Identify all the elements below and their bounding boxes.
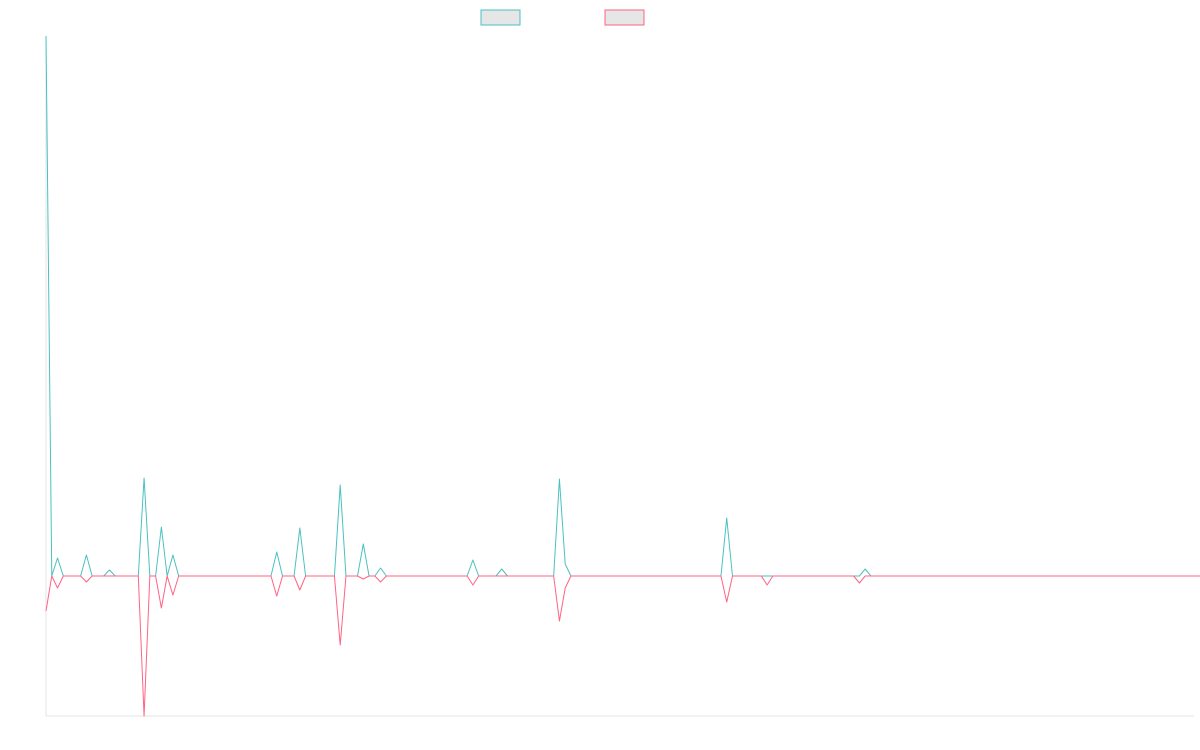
legend [480, 9, 645, 26]
series-layer [45, 35, 1200, 717]
series-line-1 [45, 35, 1200, 577]
axes [45, 36, 1194, 717]
legend-swatch-2[interactable] [604, 9, 645, 26]
series-line-2 [45, 575, 1200, 717]
legend-swatch-1[interactable] [480, 9, 521, 26]
